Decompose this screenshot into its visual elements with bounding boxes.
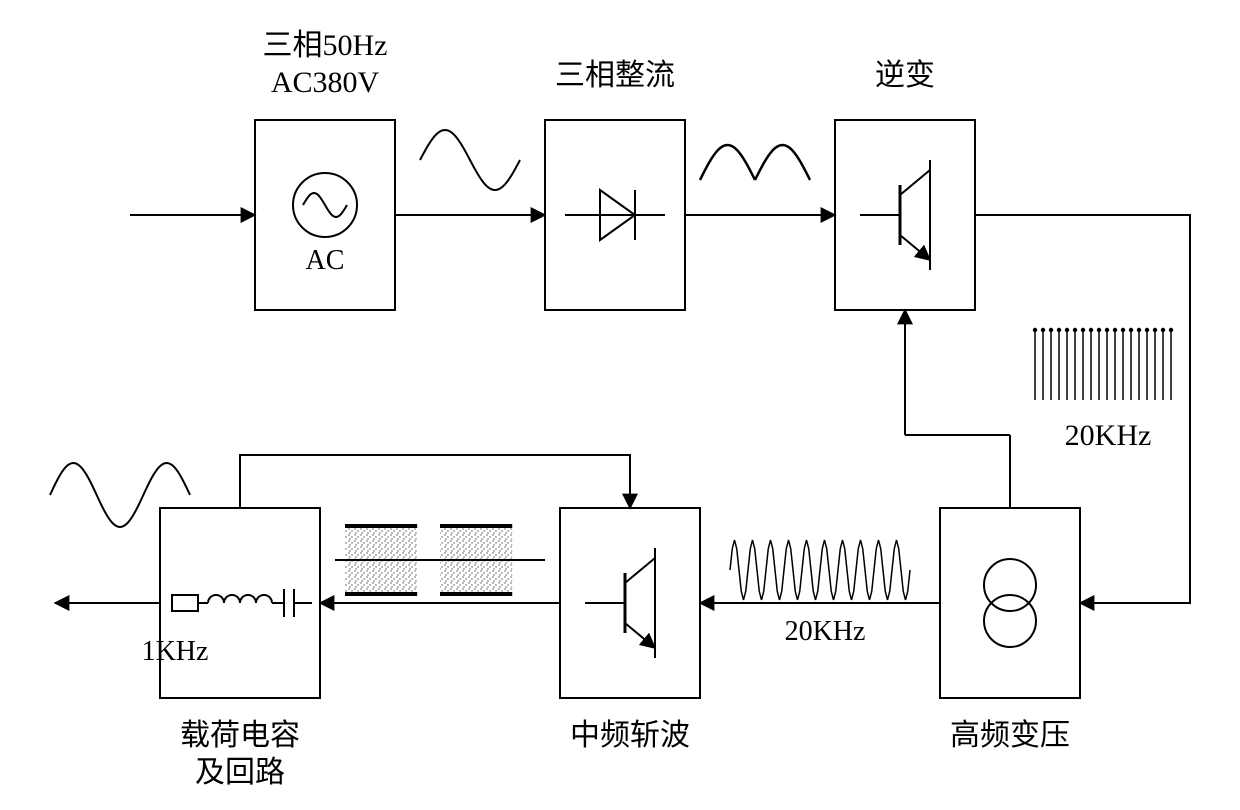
svg-text:AC: AC xyxy=(306,245,345,276)
svg-text:及回路: 及回路 xyxy=(195,756,285,789)
svg-text:20KHz: 20KHz xyxy=(1065,419,1152,452)
svg-text:1KHz: 1KHz xyxy=(142,636,209,667)
svg-text:中频斩波: 中频斩波 xyxy=(570,719,690,752)
svg-text:逆变: 逆变 xyxy=(875,59,935,92)
svg-text:20KHz: 20KHz xyxy=(785,616,866,647)
svg-text:AC380V: AC380V xyxy=(271,66,380,99)
svg-text:载荷电容: 载荷电容 xyxy=(180,719,300,752)
svg-text:三相50Hz: 三相50Hz xyxy=(263,29,388,62)
svg-text:三相整流: 三相整流 xyxy=(555,59,675,92)
svg-text:高频变压: 高频变压 xyxy=(950,719,1070,752)
